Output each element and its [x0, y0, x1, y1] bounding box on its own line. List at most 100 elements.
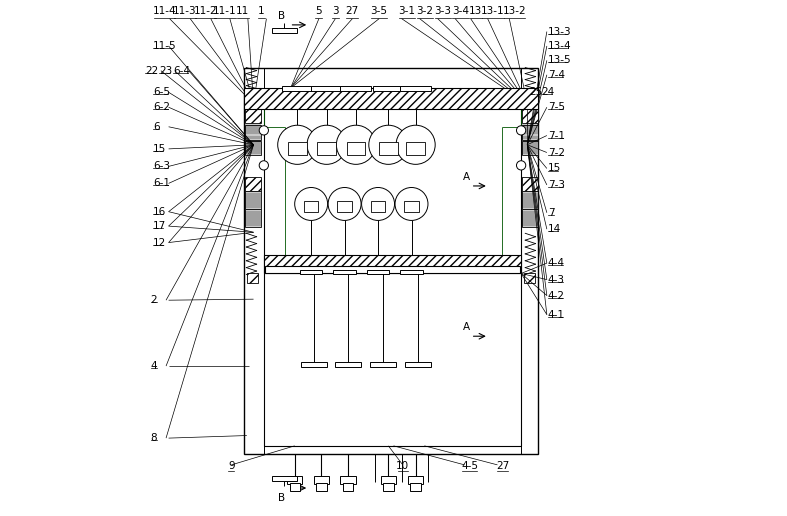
Text: 11-2: 11-2 — [194, 6, 217, 16]
Bar — [381, 476, 396, 485]
Text: 7: 7 — [548, 208, 555, 218]
Circle shape — [336, 125, 375, 164]
Text: A: A — [463, 172, 470, 182]
Bar — [300, 270, 323, 275]
Bar — [311, 86, 342, 91]
Bar — [522, 176, 538, 191]
Text: 4-1: 4-1 — [548, 310, 565, 319]
Bar — [373, 86, 404, 91]
Text: 7-5: 7-5 — [548, 102, 565, 112]
Text: 7-1: 7-1 — [548, 131, 565, 140]
Text: 10: 10 — [396, 461, 409, 472]
Text: 7-4: 7-4 — [548, 70, 565, 80]
Circle shape — [361, 187, 394, 220]
Bar — [244, 88, 538, 109]
Text: 13: 13 — [469, 6, 482, 16]
Bar — [341, 476, 356, 485]
Bar — [246, 191, 260, 209]
Bar — [247, 103, 258, 109]
Bar — [401, 270, 423, 275]
Text: 9: 9 — [228, 461, 235, 472]
Text: 13-1: 13-1 — [481, 6, 504, 16]
Bar — [288, 142, 306, 155]
Text: 3: 3 — [332, 6, 338, 16]
Text: B: B — [279, 493, 286, 503]
Text: 27: 27 — [496, 461, 509, 472]
Text: 8: 8 — [150, 433, 157, 443]
Text: 17: 17 — [153, 221, 166, 231]
Text: 7-2: 7-2 — [548, 148, 565, 157]
Text: 6-3: 6-3 — [153, 162, 170, 171]
Circle shape — [294, 187, 327, 220]
Bar — [246, 176, 260, 191]
Text: 23: 23 — [159, 66, 172, 76]
Text: 7-3: 7-3 — [548, 180, 565, 190]
Bar — [314, 476, 329, 485]
Circle shape — [369, 125, 408, 164]
Bar — [522, 109, 538, 123]
Bar — [525, 101, 534, 105]
Bar — [290, 483, 300, 491]
Text: 4: 4 — [150, 361, 157, 371]
Text: 13-3: 13-3 — [548, 26, 571, 37]
Text: B: B — [279, 11, 286, 21]
Bar — [246, 109, 260, 123]
Text: 11-5: 11-5 — [153, 41, 177, 51]
Text: 15: 15 — [548, 164, 561, 173]
Bar — [272, 28, 297, 33]
Bar — [411, 483, 421, 491]
Text: 6-1: 6-1 — [153, 179, 170, 188]
Circle shape — [396, 125, 435, 164]
Text: 12: 12 — [153, 237, 166, 248]
Text: 15: 15 — [153, 144, 166, 154]
Text: 27: 27 — [345, 6, 359, 16]
Text: 4-2: 4-2 — [548, 291, 565, 300]
Bar — [523, 273, 535, 283]
Text: 11-1: 11-1 — [213, 6, 237, 16]
Text: 6-2: 6-2 — [153, 102, 170, 112]
Bar — [406, 142, 425, 155]
Text: 3-4: 3-4 — [452, 6, 469, 16]
Bar — [333, 270, 356, 275]
Bar — [522, 209, 538, 227]
Text: 25: 25 — [529, 87, 542, 98]
Text: 4-4: 4-4 — [548, 258, 565, 268]
Bar — [522, 191, 538, 209]
Bar — [408, 476, 423, 485]
Circle shape — [516, 126, 526, 135]
Bar — [379, 142, 397, 155]
Text: 14: 14 — [548, 224, 561, 234]
Bar — [523, 103, 535, 109]
Text: 22: 22 — [146, 66, 159, 76]
Text: 6-4: 6-4 — [173, 66, 190, 76]
Bar — [343, 483, 353, 491]
Bar — [304, 201, 319, 212]
Text: 3-3: 3-3 — [434, 6, 452, 16]
Circle shape — [259, 161, 268, 170]
Text: 4-3: 4-3 — [548, 275, 565, 285]
Text: 13-5: 13-5 — [548, 55, 571, 66]
Bar — [371, 362, 396, 367]
Bar — [264, 106, 521, 446]
Text: 11-3: 11-3 — [173, 6, 197, 16]
Bar — [244, 68, 538, 454]
Text: 11-4: 11-4 — [153, 6, 176, 16]
Bar — [335, 362, 361, 367]
Text: 3-1: 3-1 — [398, 6, 416, 16]
Text: 24: 24 — [541, 87, 555, 98]
Bar — [247, 273, 258, 283]
Bar — [522, 125, 538, 140]
Bar — [346, 142, 365, 155]
Text: 3-5: 3-5 — [371, 6, 387, 16]
Text: 2: 2 — [150, 295, 157, 305]
Bar — [371, 201, 386, 212]
Bar — [264, 255, 521, 273]
Text: 3-2: 3-2 — [416, 6, 434, 16]
Text: 13-4: 13-4 — [548, 41, 571, 51]
Bar — [246, 125, 260, 140]
Bar — [246, 209, 260, 227]
Bar — [405, 362, 430, 367]
Text: 4-5: 4-5 — [461, 461, 478, 472]
Circle shape — [307, 125, 346, 164]
Bar — [522, 141, 538, 155]
